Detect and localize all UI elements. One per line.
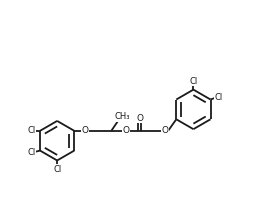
Text: CH₃: CH₃ bbox=[115, 112, 130, 121]
Text: O: O bbox=[81, 126, 88, 135]
Text: O: O bbox=[122, 126, 129, 135]
Text: O: O bbox=[136, 114, 143, 123]
Text: Cl: Cl bbox=[27, 126, 35, 135]
Text: Cl: Cl bbox=[214, 93, 222, 102]
Text: Cl: Cl bbox=[28, 148, 36, 157]
Text: Cl: Cl bbox=[189, 77, 198, 86]
Text: Cl: Cl bbox=[53, 165, 61, 174]
Text: O: O bbox=[161, 126, 168, 135]
